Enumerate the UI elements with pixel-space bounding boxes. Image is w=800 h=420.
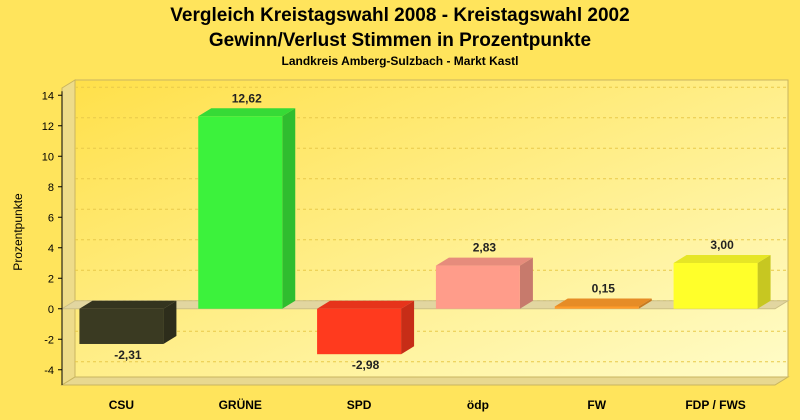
y-tick-label: 4 (48, 243, 54, 255)
x-tick-label: SPD (347, 398, 372, 412)
data-label: -2,31 (114, 348, 142, 362)
y-tick-label: -2 (44, 334, 54, 346)
x-tick-label: FW (587, 398, 606, 412)
bars: -2,31 12,62 -2,98 2,83 0,15 3,00 (79, 91, 771, 372)
y-tick-label: 0 (48, 304, 54, 316)
y-tick-label: 10 (42, 151, 54, 163)
data-label: 0,15 (592, 281, 616, 295)
data-label: 12,62 (232, 91, 262, 105)
y-tick-label: 8 (48, 182, 54, 194)
plot-area (60, 79, 790, 386)
y-tick-label: 6 (48, 212, 54, 224)
y-tick-label: 12 (42, 121, 54, 133)
x-tick-label: CSU (109, 398, 134, 412)
x-tick-label: FDP / FWS (685, 398, 745, 412)
data-label: -2,98 (352, 358, 380, 372)
x-tick-label: ödp (467, 398, 489, 412)
y-tick-label: 14 (42, 90, 54, 102)
y-axis-label: Prozentpunkte (11, 193, 25, 271)
y-axis: -4 -2 0 2 4 6 8 10 12 14 (42, 90, 63, 385)
x-tick-label: GRÜNE (219, 397, 262, 412)
y-tick-label: -4 (44, 365, 54, 377)
data-label: 3,00 (710, 238, 734, 252)
chart-subtitle: Landkreis Amberg-Sulzbach - Markt Kastl (282, 54, 519, 68)
bar-grüne: 12,62 (198, 91, 296, 309)
chart-title-line1: Vergleich Kreistagswahl 2008 - Kreistags… (170, 5, 629, 26)
bar-csu: -2,31 (79, 300, 177, 362)
bar-spd: -2,98 (317, 300, 415, 372)
y-tick-label: 2 (48, 273, 54, 285)
x-axis: CSU GRÜNE SPD ödp FW FDP / FWS (109, 397, 746, 412)
chart-title-line2: Gewinn/Verlust Stimmen in Prozentpunkte (209, 30, 591, 51)
data-label: 2,83 (473, 241, 497, 255)
bar-ödp: 2,83 (435, 241, 533, 309)
bar-fw: 0,15 (554, 281, 652, 309)
bar-fdp-fws: 3,00 (673, 238, 771, 309)
